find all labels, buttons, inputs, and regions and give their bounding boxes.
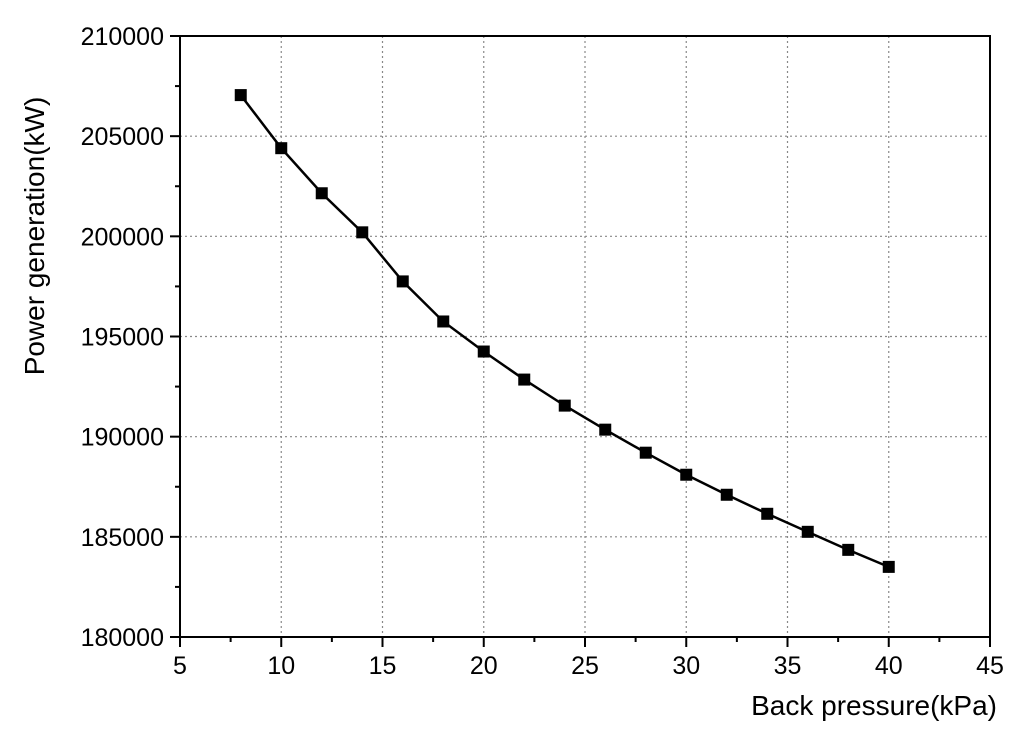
data-point xyxy=(801,525,814,538)
data-point xyxy=(396,275,409,288)
data-point xyxy=(842,543,855,556)
y-axis-title: Power generation(kW) xyxy=(19,97,50,376)
data-point xyxy=(720,488,733,501)
y-tick-label: 180000 xyxy=(81,624,164,652)
x-tick-label: 35 xyxy=(774,652,802,680)
y-tick-label: 190000 xyxy=(81,424,164,452)
data-point xyxy=(518,373,531,386)
data-point xyxy=(437,315,450,328)
y-tick-label: 195000 xyxy=(81,324,164,352)
series xyxy=(234,89,895,573)
x-tick-label: 45 xyxy=(976,652,1004,680)
y-tick-label: 200000 xyxy=(81,223,164,251)
data-point xyxy=(680,468,693,481)
data-point xyxy=(356,226,369,239)
data-point xyxy=(882,560,895,573)
series-line xyxy=(239,94,890,569)
y-tick-label: 205000 xyxy=(81,123,164,151)
x-tick-label: 15 xyxy=(369,652,397,680)
data-point xyxy=(599,423,612,436)
data-point xyxy=(315,187,328,200)
x-tick-labels: 5 10 15 20 25 30 35 40 45 xyxy=(173,652,1004,680)
x-tick-label: 20 xyxy=(470,652,498,680)
x-tick-label: 30 xyxy=(672,652,700,680)
data-point xyxy=(477,345,490,358)
data-point xyxy=(558,399,571,412)
data-point xyxy=(275,142,288,155)
data-point xyxy=(234,89,247,102)
y-tick-label: 185000 xyxy=(81,524,164,552)
grid xyxy=(180,36,990,637)
data-point xyxy=(761,507,774,520)
x-tick-label: 10 xyxy=(267,652,295,680)
x-tick-label: 25 xyxy=(571,652,599,680)
y-tick-label: 210000 xyxy=(81,23,164,51)
x-tick-label: 40 xyxy=(875,652,903,680)
x-axis-title: Back pressure(kPa) xyxy=(751,690,997,721)
data-point xyxy=(639,446,652,459)
y-tick-labels: 180000 185000 190000 195000 200000 205000 2100… xyxy=(81,23,164,652)
x-tick-label: 5 xyxy=(173,652,187,680)
axis-ticks xyxy=(170,35,991,647)
